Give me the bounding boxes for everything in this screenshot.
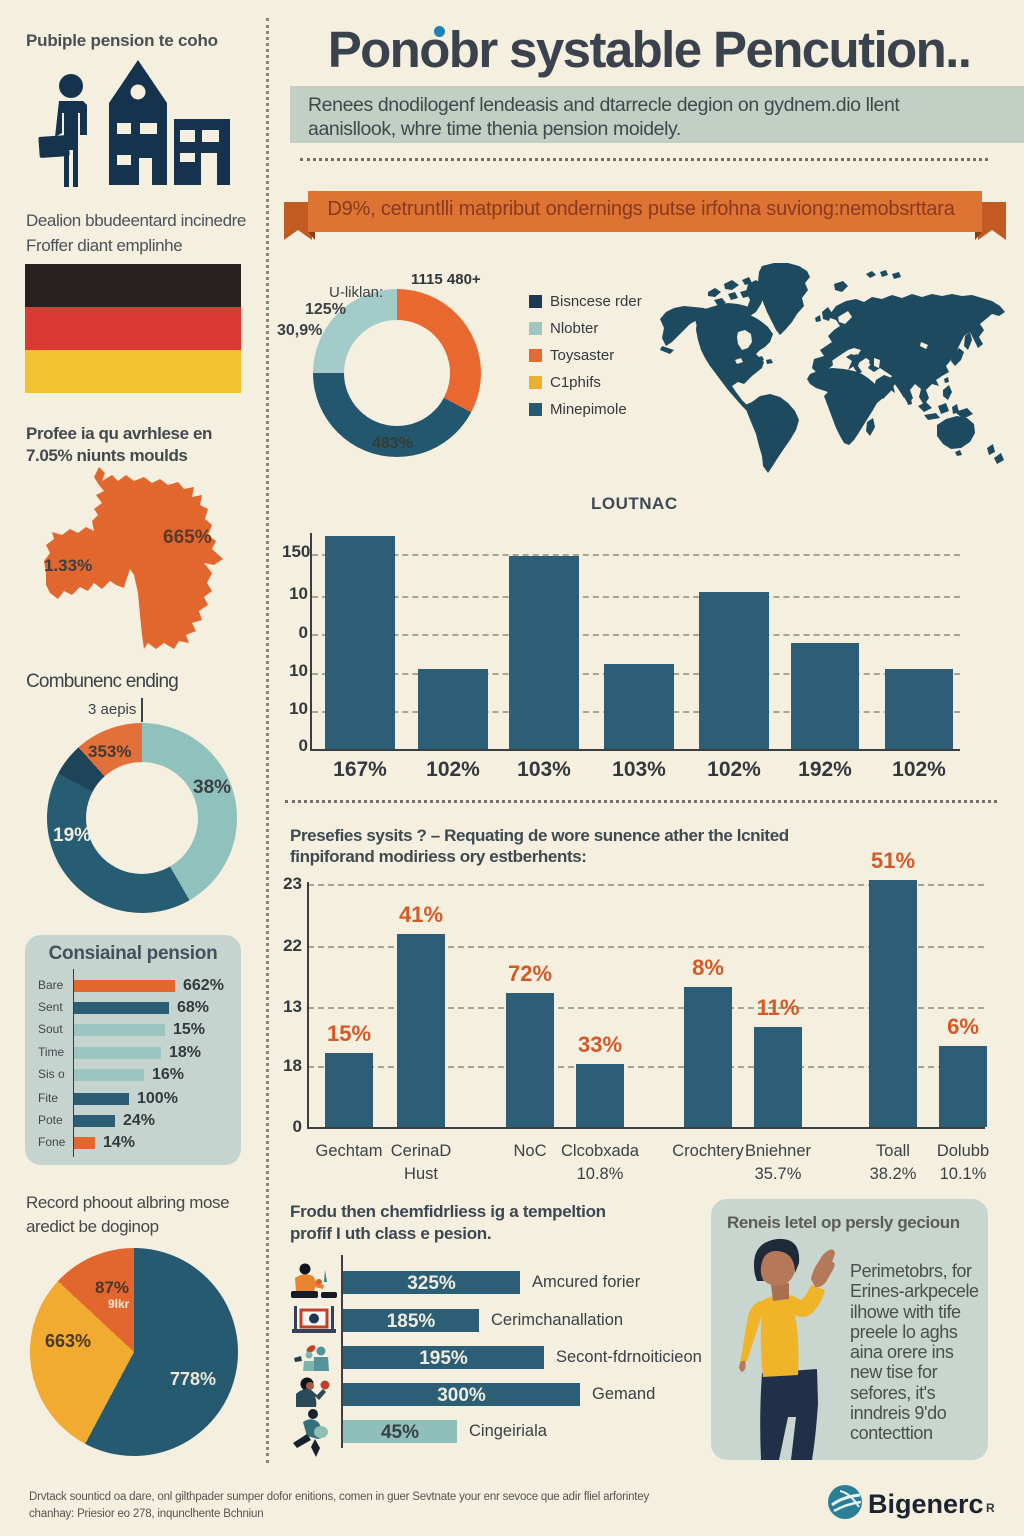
svg-text:R: R <box>986 1501 995 1515</box>
svg-text:Bigenerc: Bigenerc <box>868 1489 984 1519</box>
